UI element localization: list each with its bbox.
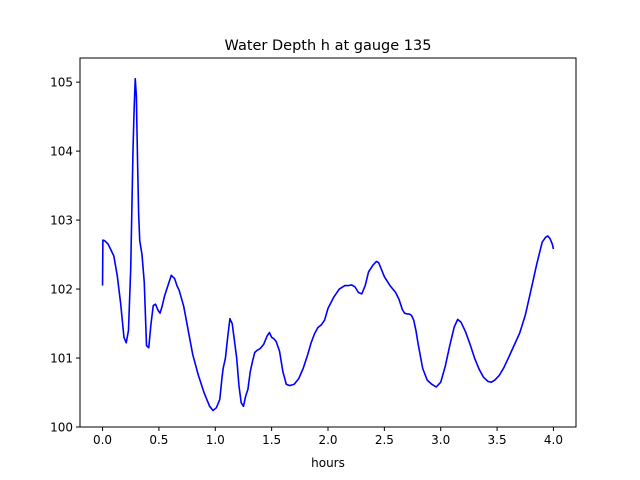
x-axis-label: hours bbox=[311, 456, 345, 470]
series-line-0 bbox=[101, 77, 555, 412]
y-tick-label: 105 bbox=[50, 76, 73, 90]
x-tick-label: 1.0 bbox=[206, 433, 225, 447]
x-tick-label: 0.5 bbox=[149, 433, 168, 447]
y-tick-label: 104 bbox=[50, 145, 73, 159]
x-tick-label: 2.0 bbox=[318, 433, 337, 447]
x-tick-label: 2.5 bbox=[375, 433, 394, 447]
series-layer bbox=[101, 77, 555, 412]
plot-area bbox=[101, 77, 555, 412]
x-tick-label: 3.5 bbox=[488, 433, 507, 447]
chart-title: Water Depth h at gauge 135 bbox=[225, 38, 432, 54]
y-axis: 100 101 102 103 104 105 bbox=[50, 76, 80, 435]
x-tick-label: 0.0 bbox=[93, 433, 112, 447]
x-tick-label: 4.0 bbox=[544, 433, 563, 447]
y-tick-label: 103 bbox=[50, 214, 73, 228]
x-tick-label: 3.0 bbox=[431, 433, 450, 447]
y-tick-label: 102 bbox=[50, 283, 73, 297]
x-tick-label: 1.5 bbox=[262, 433, 281, 447]
y-tick-label: 101 bbox=[50, 352, 73, 366]
y-tick-label: 100 bbox=[50, 421, 73, 435]
x-axis: 0.0 0.5 1.0 1.5 2.0 2.5 3.0 3.5 4.0 bbox=[93, 427, 563, 447]
